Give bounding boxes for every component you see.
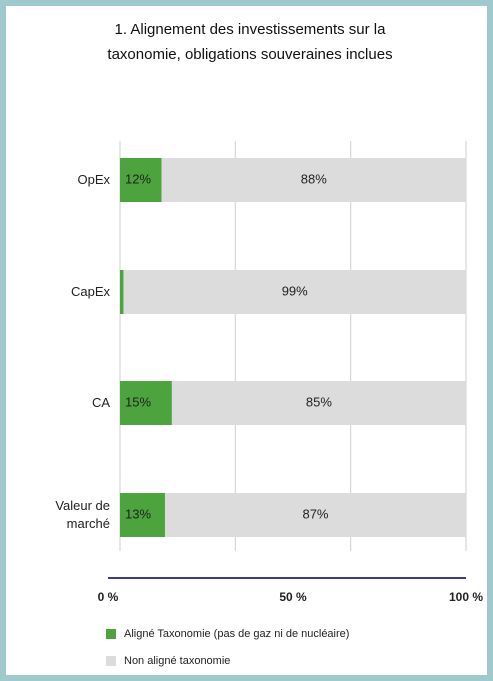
value-label: 12%: [125, 171, 151, 186]
bar-segment: [120, 493, 165, 537]
value-label: 85%: [306, 394, 332, 409]
bar-segment: [123, 270, 467, 314]
x-tick-label: 0 %: [98, 590, 119, 604]
chart-title: 1. Alignement des investissements sur la…: [107, 21, 392, 63]
x-tick-label: 50 %: [279, 590, 307, 604]
value-label: 13%: [125, 506, 151, 521]
bar-segment: [171, 381, 466, 425]
value-label: 88%: [301, 171, 327, 186]
bar-segment: [120, 381, 172, 425]
category-label: CA: [91, 395, 110, 410]
category-label: CapEx: [70, 284, 110, 299]
bar-segment: [164, 493, 467, 537]
x-tick-label: 100 %: [449, 590, 483, 604]
category-label: Valeur de marché: [55, 498, 110, 531]
category-label: OpEx: [77, 172, 110, 187]
legend-swatch: [106, 629, 116, 639]
legend-label: Non aligné taxonomie: [124, 655, 230, 667]
bar-segment: [120, 158, 162, 202]
value-label: 99%: [282, 283, 308, 298]
legend-swatch: [106, 656, 116, 666]
chart: 1. Alignement des investissements sur la…: [98, 21, 484, 667]
panel: 1. Alignement des investissements sur la…: [6, 6, 487, 675]
value-label: 87%: [302, 506, 328, 521]
bar-segment: [161, 158, 466, 202]
value-label: 15%: [125, 394, 151, 409]
legend-label: Aligné Taxonomie (pas de gaz ni de nuclé…: [124, 628, 349, 640]
bar-segment: [120, 270, 124, 314]
